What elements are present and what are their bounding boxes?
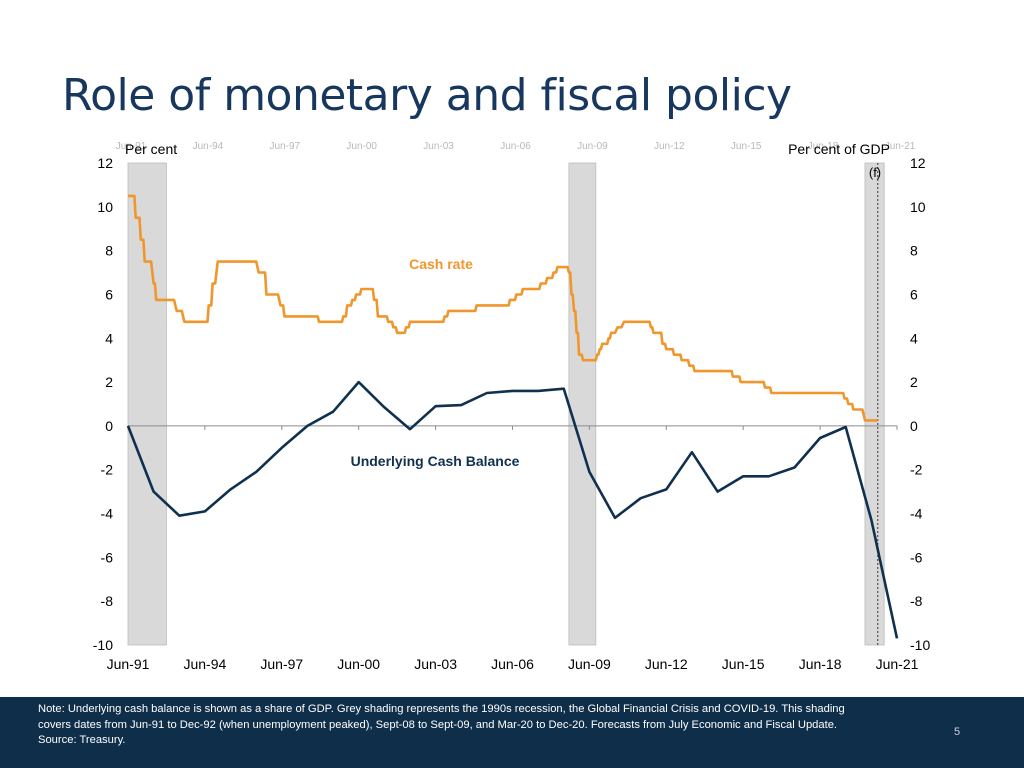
- y-left-tick-label: 2: [105, 374, 113, 390]
- x-tick-label: Jun-00: [337, 656, 380, 672]
- x-tick-label: Jun-06: [491, 656, 534, 672]
- y-left-tick-label: -8: [101, 593, 114, 609]
- x-tick-label: Jun-97: [260, 656, 303, 672]
- y-left-tick-label: 10: [97, 199, 113, 215]
- series-lines: [126, 194, 899, 639]
- y-right-tick-label: 12: [910, 155, 926, 171]
- x-tick-label: Jun-03: [414, 656, 457, 672]
- y-left-tick-label: 4: [105, 330, 113, 346]
- y-left-tick-label: 0: [105, 418, 113, 434]
- y-left-tick-label: -2: [101, 462, 114, 478]
- underlying-cash-balance-series-label: Underlying Cash Balance: [351, 453, 520, 469]
- x-tick-label: Jun-09: [568, 656, 611, 672]
- y-right-tick-label: 10: [910, 199, 926, 215]
- faint-top-axis: Jun-91 Jun-94 Jun-97 Jun-00 Jun-03 Jun-06 Jun-…: [116, 141, 916, 152]
- chart: Jun-91 Jun-94 Jun-97 Jun-00 Jun-03 Jun-06 Jun-…: [93, 141, 931, 672]
- faint-x-tick-label: Jun-91: [116, 141, 147, 152]
- footer-notes: Note: Underlying cash balance is shown a…: [38, 702, 878, 749]
- y-right-tick-label: 0: [910, 418, 918, 434]
- y-right-tick-label: -4: [910, 506, 923, 522]
- y-left-tick-label: -10: [93, 637, 113, 653]
- page-number: 5: [954, 726, 961, 738]
- y-right-tick-label: 6: [910, 286, 918, 302]
- shaded-period-0: [127, 162, 167, 646]
- shaded-period-1: [568, 162, 597, 646]
- faint-x-tick-label: Jun-12: [654, 141, 685, 152]
- x-tick-label: Jun-18: [799, 656, 842, 672]
- chart-labels: Per cent Per cent of GDP (f) Cash rate U…: [125, 141, 890, 469]
- y-right-tick-label: -8: [910, 593, 923, 609]
- faint-x-tick-label: Jun-21: [885, 141, 916, 152]
- faint-x-tick-label: Jun-09: [577, 141, 608, 152]
- series-line-underlying-cash-balance: [126, 380, 899, 639]
- faint-x-tick-label: Jun-15: [731, 141, 762, 152]
- y-left-tick-label: -6: [101, 549, 114, 565]
- forecast-label: (f): [869, 165, 881, 180]
- x-tick-label: Jun-91: [107, 656, 150, 672]
- y-left-label: Per cent: [125, 141, 177, 157]
- y-left-tick-label: 6: [105, 286, 113, 302]
- shaded-periods: [127, 162, 885, 646]
- source-text: Source: Treasury.: [38, 734, 126, 746]
- series-line-cash-rate: [128, 194, 878, 422]
- x-tick-label: Jun-21: [876, 656, 919, 672]
- y-right-tick-label: 2: [910, 374, 918, 390]
- faint-x-tick-label: Jun-94: [193, 141, 224, 152]
- y-right-tick-label: -2: [910, 462, 923, 478]
- y-right-tick-label: -6: [910, 549, 923, 565]
- y-left-tick-label: -4: [101, 506, 114, 522]
- x-tick-label: Jun-12: [645, 656, 688, 672]
- y-right-tick-label: -10: [910, 637, 930, 653]
- cash-rate-series-label: Cash rate: [409, 256, 473, 272]
- x-tick-label: Jun-94: [183, 656, 226, 672]
- x-tick-label: Jun-15: [722, 656, 765, 672]
- faint-x-tick-label: Jun-06: [500, 141, 531, 152]
- faint-x-tick-label: Jun-97: [270, 141, 301, 152]
- y-right-tick-label: 4: [910, 330, 918, 346]
- footer-bar: Note: Underlying cash balance is shown a…: [0, 697, 1024, 768]
- y-left-tick-label: 12: [97, 155, 113, 171]
- slide-title: Role of monetary and fiscal policy: [62, 70, 792, 121]
- faint-x-tick-label: Jun-03: [423, 141, 454, 152]
- faint-x-tick-label: Jun-00: [346, 141, 377, 152]
- shaded-period-2: [864, 162, 885, 646]
- faint-x-tick-label: Jun-18: [808, 141, 839, 152]
- y-right-tick-label: 8: [910, 243, 918, 259]
- y-right-label: Per cent of GDP: [788, 141, 890, 157]
- y-left-tick-label: 8: [105, 243, 113, 259]
- note-text: Note: Underlying cash balance is shown a…: [38, 703, 845, 731]
- axis-ticks: 12 12 10 10 8 8 6 6 4 4 2 2 0 0 -2 -2 -4 -4 -6 -6 -8 -8 -10 -10…: [93, 155, 931, 672]
